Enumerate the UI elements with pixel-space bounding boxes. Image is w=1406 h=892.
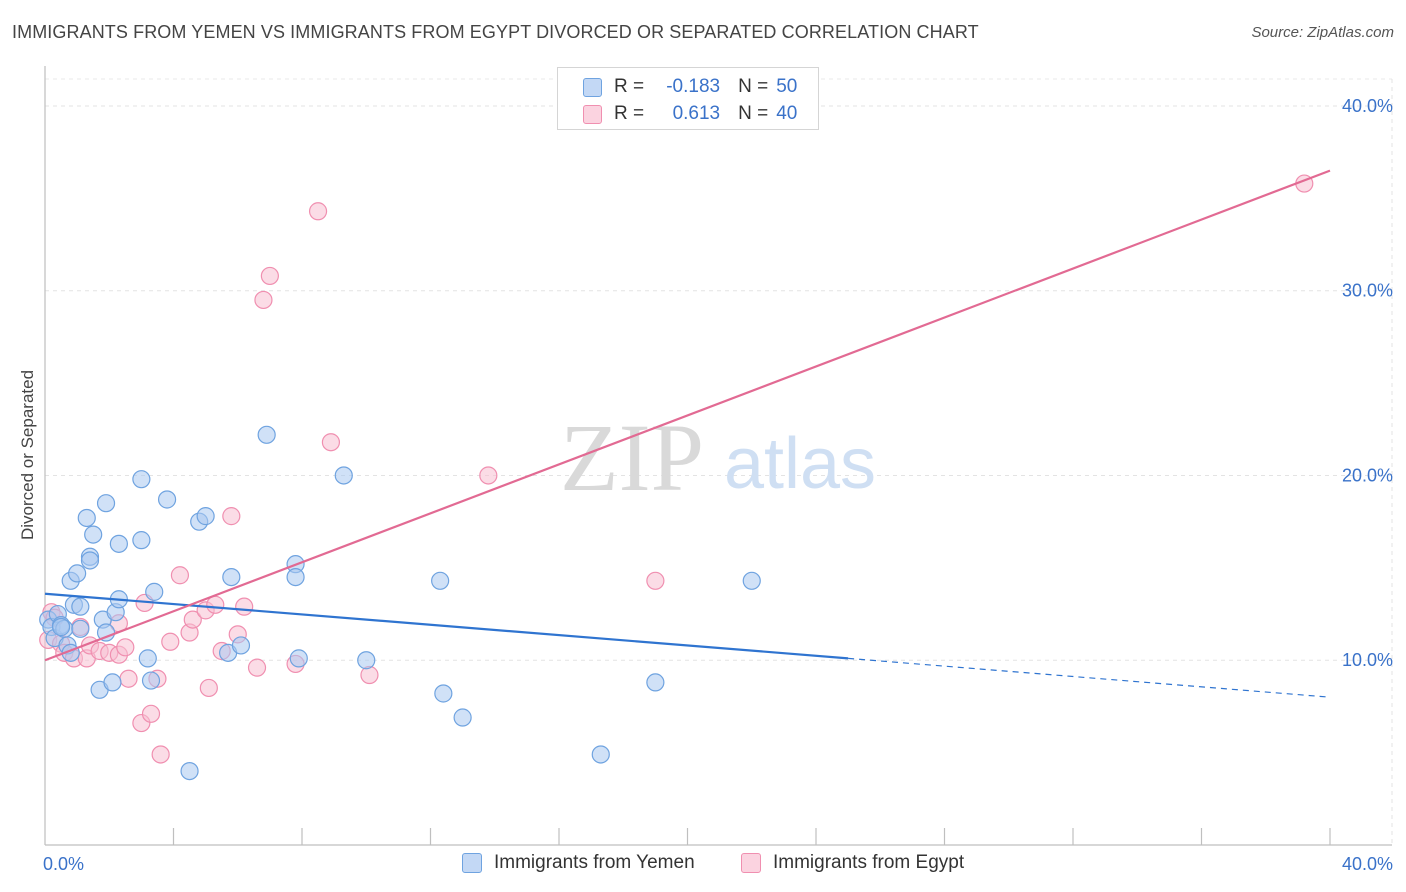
x-tick-label: 0.0% — [43, 854, 84, 874]
x-tick-label: 40.0% — [1342, 854, 1393, 874]
series-legend: Immigrants from Yemen Immigrants from Eg… — [0, 850, 1406, 880]
egypt-point — [119, 669, 138, 688]
egypt-trendline — [44, 169, 1331, 662]
legend-r-label: R = — [614, 76, 645, 97]
yemen-point — [96, 494, 116, 513]
yemen-point — [286, 567, 305, 587]
axes — [44, 66, 1392, 846]
legend-label-egypt: Immigrants from Egypt — [773, 852, 965, 873]
legend-n-value: 50 — [776, 76, 798, 97]
y-tick-labels: 10.0% 20.0% 30.0% 40.0% — [1342, 96, 1393, 670]
yemen-point — [132, 531, 151, 550]
yemen-point — [453, 708, 472, 727]
yemen-point — [84, 525, 103, 544]
yemen-point — [257, 425, 276, 444]
yemen-trendline-extension — [848, 657, 1331, 698]
chart-title: IMMIGRANTS FROM YEMEN VS IMMIGRANTS FROM… — [12, 22, 979, 42]
yemen-point — [196, 507, 215, 526]
egypt-point — [116, 638, 135, 657]
yemen-point — [157, 490, 177, 509]
y-tick-label: 20.0% — [1342, 465, 1393, 485]
yemen-point — [591, 745, 610, 764]
legend-r-value: 0.613 — [672, 103, 721, 124]
yemen-point — [71, 597, 90, 616]
watermark-zip: ZIP — [560, 404, 704, 511]
yemen-point — [51, 617, 71, 637]
egypt-point — [206, 595, 225, 614]
yemen-point — [77, 508, 96, 528]
egypt-point — [254, 290, 273, 310]
legend-n-value: 40 — [776, 103, 798, 124]
yemen-point — [434, 684, 453, 703]
correlation-legend: R = -0.183 N = 50 R = 0.613 N = 40 — [557, 67, 819, 130]
yemen-point — [357, 651, 376, 670]
yemen-point — [334, 466, 353, 485]
yemen-point — [109, 534, 128, 553]
egypt-point — [235, 597, 254, 616]
yemen-point — [71, 619, 90, 638]
yemen-point — [231, 636, 251, 655]
trendlines — [44, 169, 1331, 698]
x-tick-labels: 0.0% 40.0% — [43, 854, 1393, 874]
egypt-point — [170, 566, 190, 585]
egypt-point — [260, 266, 279, 286]
source-label: Source: ZipAtlas.com — [1251, 24, 1394, 41]
legend-label-yemen: Immigrants from Yemen — [494, 852, 695, 873]
legend-r-label: R = — [614, 103, 645, 124]
egypt-point — [308, 202, 328, 221]
yemen-point — [96, 623, 116, 642]
watermark-atlas: atlas — [724, 424, 876, 504]
legend-n-label: N = — [738, 103, 769, 124]
yemen-point — [180, 761, 199, 781]
legend-swatch-egypt — [583, 104, 602, 124]
legend-n-label: N = — [738, 76, 769, 97]
egypt-point — [479, 466, 498, 485]
y-tick-label: 30.0% — [1342, 281, 1393, 301]
yemen-point — [132, 470, 151, 489]
legend-row-yemen: R = -0.183 N = 50 — [583, 75, 797, 99]
egypt-point — [222, 507, 241, 526]
egypt-point — [321, 433, 341, 452]
yemen-point — [222, 567, 241, 587]
legend-swatch-yemen — [583, 77, 602, 97]
y-tick-label: 10.0% — [1342, 650, 1393, 670]
egypt-point — [161, 632, 180, 651]
egypt-point — [247, 658, 267, 677]
egypt-point — [151, 745, 170, 764]
legend-item-egypt: Immigrants from Egypt — [741, 852, 964, 874]
yemen-point — [68, 564, 87, 583]
legend-row-egypt: R = 0.613 N = 40 — [583, 102, 797, 126]
watermark: ZIP atlas — [560, 404, 876, 511]
legend-swatch-egypt — [741, 853, 761, 873]
egypt-point — [141, 704, 161, 723]
yemen-point — [646, 673, 665, 692]
y-tick-label: 40.0% — [1342, 96, 1393, 116]
yemen-point — [103, 673, 122, 692]
yemen-point — [431, 571, 450, 590]
yemen-point — [742, 571, 761, 590]
egypt-point — [199, 678, 218, 698]
grid — [45, 78, 1393, 845]
legend-r-value: -0.183 — [666, 76, 721, 97]
egypt-point — [183, 610, 202, 629]
yemen-points — [39, 425, 761, 781]
yemen-point — [138, 649, 157, 668]
yemen-point — [289, 649, 308, 668]
yemen-point — [141, 671, 161, 690]
egypt-point — [646, 571, 665, 590]
legend-item-yemen: Immigrants from Yemen — [462, 852, 695, 874]
legend-swatch-yemen — [462, 853, 482, 873]
yemen-point — [145, 582, 164, 601]
yemen-point — [80, 551, 100, 570]
egypt-point — [360, 665, 379, 685]
yemen-trendline — [44, 592, 849, 660]
